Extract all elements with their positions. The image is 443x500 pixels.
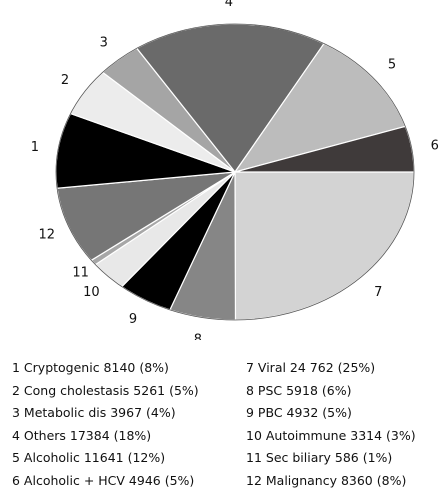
legend-item-9: 9 PBC 4932 (5%) — [246, 405, 352, 420]
legend-item-3: 3 Metabolic dis 3967 (4%) — [12, 405, 176, 420]
legend-item-12: 12 Malignancy 8360 (8%) — [246, 472, 407, 488]
slice-number-label-6: 6 — [431, 138, 439, 153]
slice-number-label-7: 7 — [374, 285, 382, 300]
legend-item-6: 6 Alcoholic + HCV 4946 (5%) — [12, 472, 195, 488]
legend-item-1: 1 Cryptogenic 8140 (8%) — [12, 360, 169, 375]
legend-item-11: 11 Sec biliary 586 (1%) — [246, 450, 393, 465]
slice-number-label-5: 5 — [388, 58, 396, 73]
legend-item-8: 8 PSC 5918 (6%) — [246, 382, 352, 398]
legend-item-7: 7 Viral 24 762 (25%) — [246, 360, 376, 375]
slice-number-label-4: 4 — [225, 0, 233, 10]
slice-number-label-1: 1 — [31, 140, 39, 155]
legend-item-2: 2 Cong cholestasis 5261 (5%) — [12, 382, 199, 398]
legend-item-10: 10 Autoimmune 3314 (3%) — [246, 427, 416, 443]
slice-number-label-3: 3 — [100, 36, 108, 51]
slice-number-label-2: 2 — [61, 73, 69, 88]
legend-item-4: 4 Others 17384 (18%) — [12, 427, 152, 443]
slice-number-label-12: 12 — [38, 227, 55, 242]
pie-outline — [55, 23, 415, 321]
slice-number-label-8: 8 — [194, 332, 202, 340]
legend-item-5: 5 Alcoholic 11641 (12%) — [12, 450, 166, 465]
slice-number-label-9: 9 — [129, 312, 137, 327]
slice-number-label-11: 11 — [72, 265, 89, 280]
pie-slice-7 — [234, 171, 415, 321]
slice-number-label-10: 10 — [83, 285, 100, 300]
